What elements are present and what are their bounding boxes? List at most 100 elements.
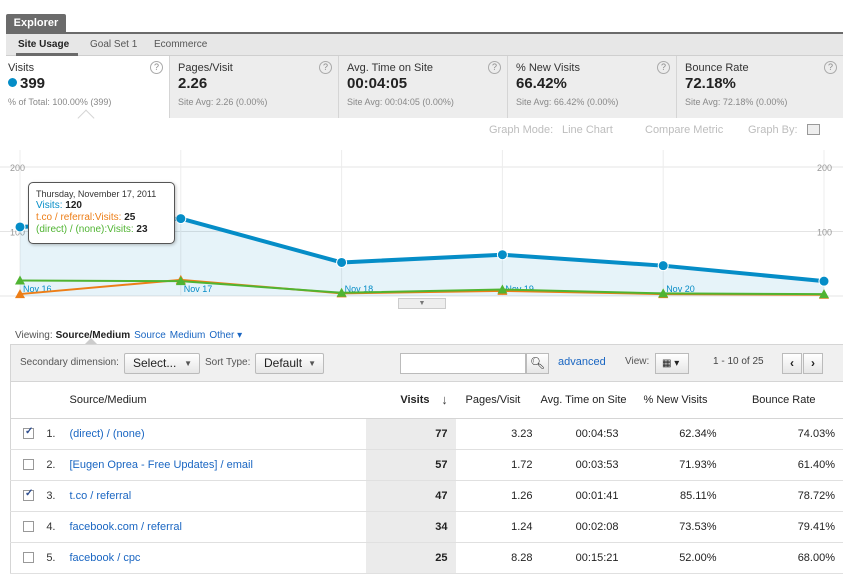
row-source-medium-link[interactable]: [Eugen Oprea - Free Updates] / email (65, 449, 366, 481)
row-new-visits: 62.34% (626, 418, 725, 450)
row-source-medium-link[interactable]: t.co / referral (65, 480, 366, 512)
table-header-row: Source/Medium Visits ↓ Pages/Visit Avg. … (10, 382, 843, 419)
row-pages-visit: 1.26 (455, 480, 541, 512)
metric-sub: Site Avg: 00:04:05 (0.00%) (347, 97, 454, 107)
tooltip-direct-value: 23 (136, 224, 148, 235)
series-dot-icon (8, 78, 17, 87)
row-pages-visit: 1.72 (455, 449, 541, 481)
metric-label: Pages/Visit (178, 62, 233, 74)
graph-mode-value[interactable]: Line Chart (562, 124, 613, 136)
row-index: 2. (45, 449, 66, 481)
metric-label: Bounce Rate (685, 62, 749, 74)
data-point-triangle (658, 288, 669, 298)
row-checkbox[interactable] (23, 426, 34, 440)
table-toolbar: Secondary dimension: Select... ▼ Sort Typ… (10, 344, 843, 382)
header-new-visits[interactable]: % New Visits (626, 382, 725, 419)
y-tick-label-right: 200 (817, 163, 832, 173)
tooltip-tco: t.co / referral:Visits: 25 (36, 212, 167, 224)
row-source-medium-link[interactable]: (direct) / (none) (65, 418, 366, 450)
data-point-triangle (15, 275, 25, 285)
tooltip-date: Thursday, November 17, 2011 (36, 189, 157, 199)
compare-metric-link[interactable]: Compare Metric (645, 124, 724, 136)
metric-visits[interactable]: Visits ? 399 % of Total: 100.00% (399) (0, 56, 170, 118)
metric-value: 2.26 (178, 75, 208, 92)
metric-label: Visits (8, 62, 35, 74)
help-icon[interactable]: ? (319, 61, 332, 74)
tooltip-visits-label: Visits: (36, 200, 63, 211)
metric-bounce-rate[interactable]: Bounce Rate ? 72.18% Site Avg: 72.18% (0… (677, 56, 843, 118)
row-checkbox-cell (10, 480, 46, 512)
viewing-link-other[interactable]: Other ▾ (209, 330, 243, 341)
data-point-triangle (15, 289, 25, 299)
next-page-button[interactable]: › (803, 353, 823, 374)
metric-pages-visit[interactable]: Pages/Visit ? 2.26 Site Avg: 2.26 (0.00%… (170, 56, 339, 118)
row-checkbox[interactable] (23, 459, 34, 471)
viewing-link-medium[interactable]: Medium (169, 330, 206, 341)
metric-new-visits[interactable]: % New Visits ? 66.42% Site Avg: 66.42% (… (508, 56, 677, 118)
sort-type-select[interactable]: Default ▼ (255, 353, 324, 374)
header-visits[interactable]: Visits (365, 382, 434, 419)
tooltip-direct: (direct) / (none):Visits: 23 (36, 224, 167, 236)
row-new-visits: 85.11% (626, 480, 725, 512)
view-table-icon[interactable]: ▦ ▾ (655, 353, 689, 374)
series-area-0 (20, 218, 824, 296)
graph-by-label: Graph By: (748, 124, 798, 136)
row-index: 1. (45, 418, 66, 450)
row-bounce-rate: 74.03% (724, 418, 843, 450)
row-avg-time: 00:01:41 (540, 480, 627, 512)
data-point-triangle (175, 276, 186, 286)
secondary-dimension-select[interactable]: Select... ▼ (124, 353, 200, 374)
row-visits: 77 (365, 418, 456, 450)
viewing-link-source[interactable]: Source (134, 330, 166, 341)
tab-ecommerce[interactable]: Ecommerce (154, 39, 208, 50)
row-checkbox[interactable] (23, 521, 34, 533)
tooltip-visits-value: 120 (65, 200, 82, 211)
data-point (657, 260, 669, 272)
prev-page-button[interactable]: ‹ (782, 353, 802, 374)
sort-descending-icon[interactable]: ↓ (433, 382, 456, 419)
row-checkbox-cell (10, 449, 46, 481)
row-index: 3. (45, 480, 66, 512)
data-point-triangle (336, 287, 347, 297)
pagination-range: 1 - 10 of 25 (713, 356, 764, 367)
y-tick-label-left: 100 (10, 228, 25, 238)
metric-value: 72.18% (685, 75, 736, 92)
row-source-medium-link[interactable]: facebook.com / referral (65, 511, 366, 543)
view-label: View: (625, 356, 650, 367)
tooltip-visits: Visits: 120 (36, 200, 167, 212)
tab-goal-set-1[interactable]: Goal Set 1 (90, 39, 138, 50)
header-avg-time[interactable]: Avg. Time on Site (540, 382, 627, 419)
row-new-visits: 52.00% (626, 542, 725, 574)
header-bounce-rate[interactable]: Bounce Rate (724, 382, 843, 419)
data-point-triangle (819, 289, 829, 299)
help-icon[interactable]: ? (488, 61, 501, 74)
row-pages-visit: 3.23 (455, 418, 541, 450)
table-search-input[interactable] (400, 353, 526, 374)
row-pages-visit: 1.24 (455, 511, 541, 543)
chart-resize-handle[interactable]: ▼ (398, 298, 446, 309)
x-tick-label: Nov 17 (184, 284, 213, 294)
row-source-medium-link[interactable]: facebook / cpc (65, 542, 366, 574)
row-checkbox[interactable] (23, 552, 34, 564)
explorer-tab[interactable]: Explorer (6, 14, 66, 32)
search-icon[interactable]: 🔍︎ (526, 353, 549, 374)
table-row: 2. [Eugen Oprea - Free Updates] / email 57… (10, 449, 843, 481)
help-icon[interactable]: ? (150, 61, 163, 74)
table-row: 1.(direct) / (none)773.2300:04:5362.34%7… (10, 418, 843, 450)
row-bounce-rate: 61.40% (724, 449, 843, 481)
x-tick-label: Nov 16 (23, 284, 52, 294)
graph-by-day-icon[interactable] (807, 124, 820, 135)
help-icon[interactable]: ? (657, 61, 670, 74)
metric-avg-time[interactable]: Avg. Time on Site ? 00:04:05 Site Avg: 0… (339, 56, 508, 118)
header-source-medium[interactable]: Source/Medium (65, 382, 366, 419)
tab-site-usage[interactable]: Site Usage (18, 39, 70, 50)
header-pages-visit[interactable]: Pages/Visit (455, 382, 541, 419)
subtab-bar: Site Usage Goal Set 1 Ecommerce (6, 34, 843, 56)
row-avg-time: 00:03:53 (540, 449, 627, 481)
chart-tooltip: Thursday, November 17, 2011 Visits: 120 … (28, 182, 175, 244)
row-checkbox[interactable] (23, 488, 34, 502)
data-point (14, 221, 26, 233)
advanced-filter-link[interactable]: advanced (558, 356, 606, 368)
help-icon[interactable]: ? (824, 61, 837, 74)
x-tick-label: Nov 20 (666, 284, 695, 294)
